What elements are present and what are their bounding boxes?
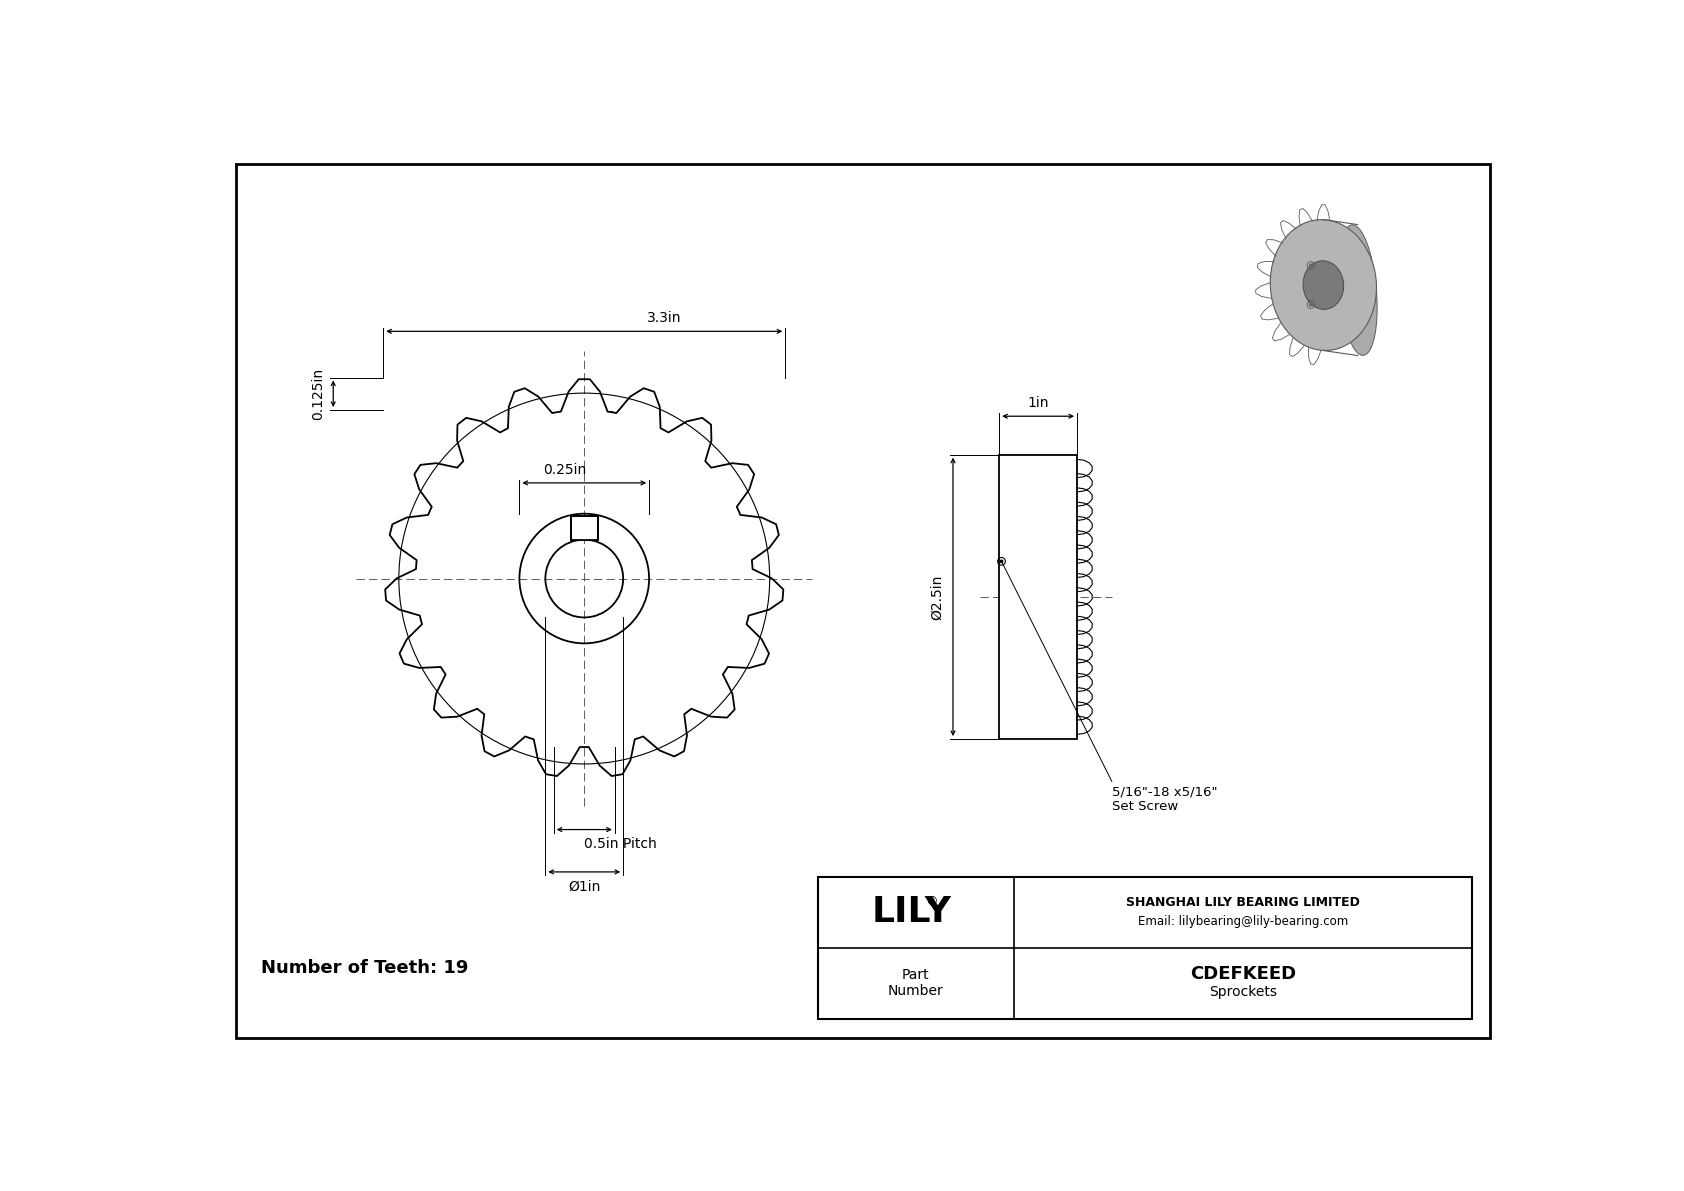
Ellipse shape xyxy=(1303,261,1344,310)
Text: ®: ® xyxy=(925,894,938,908)
Text: 0.5in Pitch: 0.5in Pitch xyxy=(584,837,657,852)
Text: Email: lilybearing@lily-bearing.com: Email: lilybearing@lily-bearing.com xyxy=(1138,915,1349,928)
Text: SHANGHAI LILY BEARING LIMITED: SHANGHAI LILY BEARING LIMITED xyxy=(1127,897,1361,910)
Text: Ø1in: Ø1in xyxy=(568,880,601,893)
Text: LILY: LILY xyxy=(872,896,951,929)
Text: Part
Number: Part Number xyxy=(887,968,943,998)
Circle shape xyxy=(1310,304,1312,306)
Text: 1in: 1in xyxy=(1027,397,1049,410)
Text: Sprockets: Sprockets xyxy=(1209,985,1276,999)
Ellipse shape xyxy=(1339,225,1378,355)
Ellipse shape xyxy=(1270,219,1376,350)
Bar xyxy=(818,877,1472,1018)
Text: Ø2.5in: Ø2.5in xyxy=(930,574,943,619)
Bar xyxy=(571,516,598,541)
Circle shape xyxy=(1310,264,1312,267)
Text: 0.125in: 0.125in xyxy=(312,368,325,419)
Text: 5/16"-18 x5/16"
Set Screw: 5/16"-18 x5/16" Set Screw xyxy=(1111,785,1218,813)
Text: CDEFKEED: CDEFKEED xyxy=(1191,965,1297,983)
Text: Number of Teeth: 19: Number of Teeth: 19 xyxy=(261,959,468,978)
Bar xyxy=(999,455,1078,738)
Text: 0.25in: 0.25in xyxy=(544,463,586,476)
Text: 3.3in: 3.3in xyxy=(647,311,682,325)
Circle shape xyxy=(1000,560,1002,562)
